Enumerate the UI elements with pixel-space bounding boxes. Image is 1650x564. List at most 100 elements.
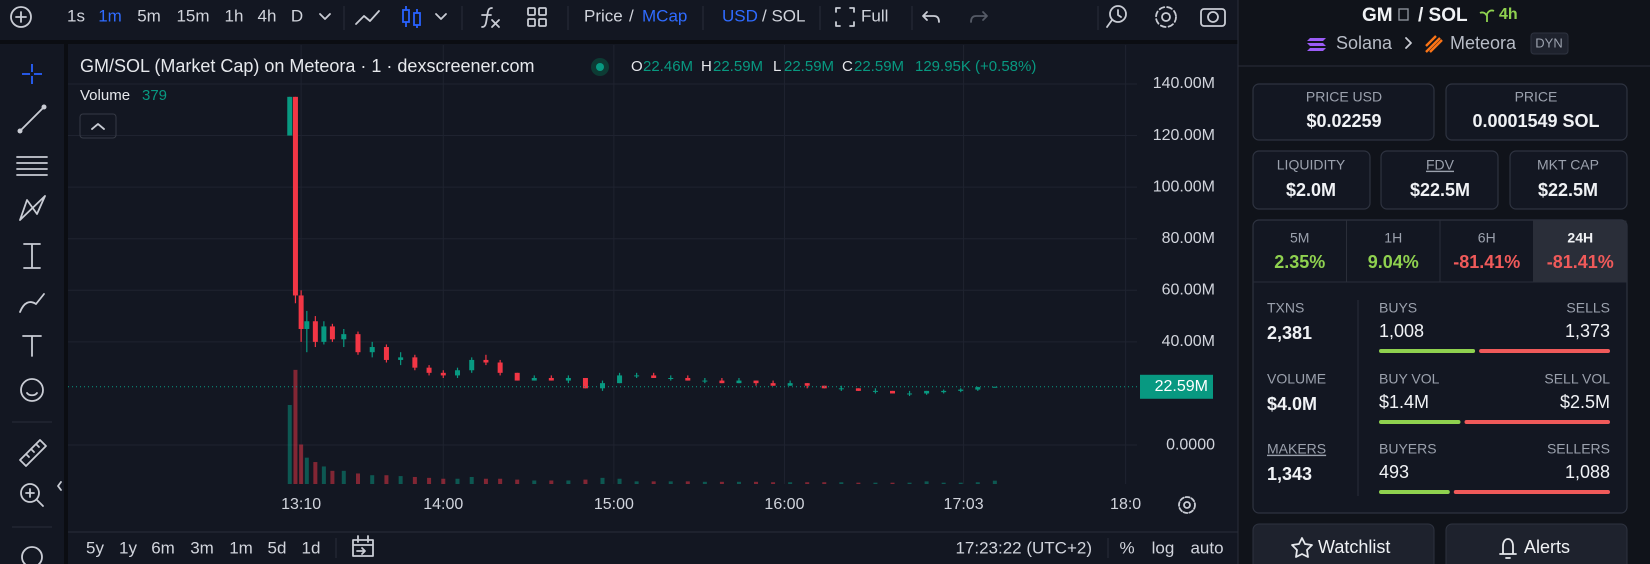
volume-bar (321, 466, 326, 484)
volume-bar (958, 482, 963, 484)
undo-icon[interactable] (922, 11, 940, 23)
volume-bar (498, 478, 503, 484)
interval-button[interactable]: 1m (98, 6, 122, 25)
change-label[interactable]: 24H (1567, 230, 1593, 246)
ohlc-label: L (773, 58, 781, 75)
ohlc-high: 22.59M (713, 58, 763, 75)
y-tick-label: 140.00M (1153, 75, 1215, 92)
dex-icon (1425, 35, 1443, 53)
fullscreen-icon[interactable] (835, 7, 855, 27)
buy-label: BUY VOL (1379, 371, 1440, 387)
interval-button[interactable]: 1h (225, 6, 244, 25)
metric-card (1380, 150, 1499, 210)
change-label[interactable]: 1H (1384, 230, 1402, 246)
percent-toggle[interactable]: % (1119, 538, 1134, 557)
candle-body (702, 380, 708, 382)
replay-icon[interactable] (1106, 5, 1127, 28)
watchlist-label[interactable]: Watchlist (1318, 537, 1390, 557)
alerts-button[interactable] (1445, 523, 1628, 564)
candle-body (582, 377, 588, 389)
breadcrumb-arrow (1405, 37, 1412, 49)
add-icon[interactable] (10, 6, 32, 28)
trend-line-handle (17, 128, 23, 134)
ohlc-label: H (701, 58, 712, 75)
line-icon[interactable] (355, 10, 380, 25)
collapse-legend[interactable] (79, 113, 117, 139)
candle-body (455, 370, 461, 376)
zoom-tool[interactable] (20, 483, 40, 503)
change-value[interactable]: 9.04% (1368, 252, 1419, 272)
layout-icon[interactable] (527, 7, 547, 27)
change-value[interactable]: -81.41% (1453, 252, 1520, 272)
log-toggle[interactable]: log (1152, 538, 1175, 557)
pattern-tool[interactable] (19, 195, 46, 221)
range-button[interactable]: 1m (229, 538, 253, 557)
candle-body (753, 380, 759, 384)
range-button[interactable]: 3m (190, 538, 214, 557)
fx-icon[interactable] (481, 7, 500, 28)
fib-tool[interactable] (16, 156, 48, 176)
chain-name: Solana (1336, 33, 1393, 53)
collapse-tools[interactable] (57, 481, 62, 491)
candle-icon[interactable] (402, 6, 421, 28)
settings-icon[interactable] (1155, 6, 1177, 28)
range-button[interactable]: 1y (119, 538, 137, 557)
date-range-icon[interactable] (352, 535, 374, 557)
interval-button[interactable]: 15m (176, 6, 209, 25)
candle-body (770, 383, 776, 386)
trend-line-tool[interactable] (19, 106, 45, 132)
emoji-tool[interactable] (20, 378, 44, 402)
candle-body (329, 326, 335, 340)
x-tick-label: 18:0 (1110, 496, 1141, 513)
volume-bar (856, 482, 861, 484)
mcap-toggle[interactable]: MCap (642, 6, 687, 25)
change-label[interactable]: 5M (1290, 230, 1309, 246)
volume-bar (370, 475, 375, 484)
volume-bar (634, 481, 639, 484)
range-button[interactable]: 5y (86, 538, 104, 557)
zoom-tool-glass (25, 488, 44, 507)
ohlc-label: O (631, 58, 643, 75)
chevron[interactable] (319, 13, 331, 20)
interval-button[interactable]: D (291, 6, 303, 25)
fullscreen-button[interactable]: Full (861, 6, 888, 25)
screenshot-icon[interactable] (1200, 8, 1226, 27)
volume-bar (702, 481, 707, 484)
range-button[interactable]: 6m (151, 538, 175, 557)
volume-bar (566, 480, 571, 484)
chevron[interactable] (435, 13, 447, 20)
change-value[interactable]: -81.41% (1547, 252, 1614, 272)
y-tick-label: 0.0000 (1166, 436, 1215, 453)
price-value: $0.02259 (1306, 111, 1381, 131)
layout-icon-cell (527, 7, 536, 16)
text-tool[interactable] (22, 335, 42, 357)
ruler-tool[interactable] (19, 439, 47, 467)
chart-settings[interactable] (1178, 496, 1196, 514)
buy-bar (1379, 420, 1461, 424)
range-button[interactable]: 1d (302, 538, 321, 557)
copy-icon[interactable] (1398, 8, 1409, 21)
range-button[interactable]: 5d (268, 538, 287, 557)
interval-button[interactable]: 5m (137, 6, 161, 25)
redo-icon[interactable] (970, 11, 988, 23)
candle-body (412, 357, 418, 368)
volume-bar (313, 462, 318, 484)
brush-tool[interactable] (19, 293, 45, 313)
price-label: PRICE USD (1306, 89, 1382, 105)
price-toggle[interactable]: Price (584, 6, 623, 25)
measure-tool[interactable] (23, 243, 41, 269)
alerts-label[interactable]: Alerts (1524, 537, 1570, 557)
watchlist-button[interactable] (1252, 523, 1435, 564)
sol-toggle[interactable]: / SOL (762, 6, 805, 25)
auto-toggle[interactable]: auto (1190, 538, 1223, 557)
change-label[interactable]: 6H (1478, 230, 1496, 246)
activity-label: VOLUME (1267, 371, 1326, 387)
change-value[interactable]: 2.35% (1274, 252, 1325, 272)
magnet-tool[interactable] (21, 546, 43, 564)
y-tick-label: 40.00M (1162, 333, 1215, 350)
interval-button[interactable]: 1s (67, 6, 85, 25)
interval-button[interactable]: 4h (258, 6, 277, 25)
crosshair-tool[interactable] (22, 64, 42, 84)
usd-toggle[interactable]: USD (722, 6, 758, 25)
volume-bar (398, 476, 403, 484)
